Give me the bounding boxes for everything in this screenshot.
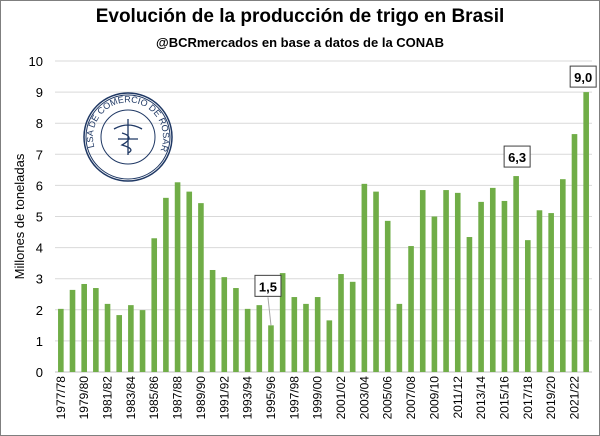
annotation-leader	[267, 297, 272, 326]
y-tick-label: 6	[36, 178, 43, 193]
bar-2017/18	[524, 240, 531, 372]
bar-1995/96	[268, 325, 274, 372]
bar-2004/05	[373, 191, 379, 372]
logo-ring	[85, 94, 171, 180]
bar-1982/83	[116, 315, 123, 372]
data-label-box	[569, 65, 597, 88]
x-tick-label: 2015/16	[497, 376, 511, 420]
x-tick-label: 1997/98	[287, 376, 301, 420]
y-axis-label: Millones de toneladas	[12, 153, 27, 279]
x-tick-label: 1987/88	[171, 376, 185, 420]
data-label-box	[254, 274, 282, 297]
bar-1979/80	[81, 283, 87, 372]
bar-1984/85	[139, 310, 146, 372]
y-tick-label: 9	[36, 85, 43, 100]
x-tick-label: 2017/18	[521, 376, 535, 420]
bar-1983/84	[128, 305, 134, 372]
y-tick-label: 2	[36, 303, 43, 318]
data-label-box	[503, 145, 531, 168]
x-tick-label: 2001/02	[334, 376, 348, 420]
bar-1978/79	[69, 289, 76, 372]
bar-2009/10	[431, 216, 438, 372]
bar-1996/97	[279, 273, 286, 372]
bar-2005/06	[384, 220, 391, 372]
chart-title: Evolución de la producción de trigo en B…	[95, 6, 505, 27]
x-tick-label: 2003/04	[357, 376, 371, 420]
chart-subtitle: @BCRmercados en base a datos de la CONAB	[156, 35, 444, 50]
bar-2001/02	[338, 274, 344, 372]
bar-2010/11	[443, 190, 449, 372]
data-label: 9,0	[574, 70, 592, 85]
bar-2000/01	[326, 320, 333, 372]
bar-2019/20	[548, 213, 554, 372]
x-tick-label: 2019/20	[544, 376, 558, 420]
x-tick-label: 2011/12	[451, 376, 465, 419]
y-tick-label: 5	[36, 210, 43, 225]
bar-2013/14	[478, 201, 484, 372]
bar-1985/86	[151, 238, 158, 372]
bar-1992/93	[233, 288, 239, 372]
bar-2018/19	[536, 210, 543, 372]
bar-2015/16	[501, 200, 508, 372]
bar-2012/13	[466, 237, 473, 372]
y-tick-label: 7	[36, 147, 43, 162]
x-tick-label: 1999/00	[311, 376, 325, 420]
y-tick-label: 10	[29, 54, 43, 69]
x-tick-label: 1993/94	[241, 376, 255, 420]
y-tick-label: 8	[36, 116, 43, 131]
x-tick-label: 2005/06	[381, 376, 395, 420]
x-tick-label: 2007/08	[404, 376, 418, 420]
bar-1998/99	[303, 303, 309, 372]
y-tick-label: 0	[36, 365, 43, 380]
bar-1993/94	[244, 308, 251, 372]
bar-1990/91	[209, 269, 216, 372]
x-tick-label: 2009/10	[427, 376, 441, 420]
data-label: 6,3	[508, 150, 526, 165]
x-tick-label: 1983/84	[124, 376, 138, 420]
bar-2003/04	[361, 183, 368, 372]
y-tick-label: 4	[36, 241, 43, 256]
x-tick-label: 2013/14	[474, 376, 488, 420]
bar-1988/89	[186, 191, 193, 372]
x-tick-label: 1995/96	[264, 376, 278, 420]
bar-1987/88	[174, 182, 181, 372]
bar-2020/21	[560, 179, 566, 372]
caduceus-icon	[113, 119, 143, 155]
bar-2007/08	[408, 246, 414, 372]
bar-1997/98	[291, 297, 298, 372]
bar-1991/92	[221, 277, 228, 372]
bar-1994/95	[256, 305, 263, 372]
x-tick-label: 2021/22	[567, 376, 581, 420]
bar-1977/78	[58, 308, 64, 372]
bar-2008/09	[419, 190, 426, 372]
x-tick-label: 1981/82	[101, 376, 115, 420]
y-tick-label: 1	[36, 334, 43, 349]
x-tick-label: 1979/80	[77, 376, 91, 420]
bar-2002/03	[349, 281, 356, 372]
logo-ring	[83, 92, 173, 182]
bar-2016/17	[513, 176, 519, 372]
bar-2022/23	[583, 92, 589, 372]
x-tick-label: 1977/78	[54, 376, 68, 420]
bar-2014/15	[489, 187, 496, 372]
logo-ring	[100, 109, 156, 165]
x-tick-label: 1991/92	[217, 376, 231, 420]
bar-2006/07	[396, 303, 403, 372]
bar-1986/87	[163, 197, 169, 372]
x-tick-label: 1989/90	[194, 376, 208, 420]
bar-1999/00	[314, 297, 321, 372]
bar-1981/82	[104, 303, 111, 372]
bar-2021/22	[571, 134, 578, 372]
bar-1980/81	[93, 288, 99, 372]
y-tick-label: 3	[36, 272, 43, 287]
x-tick-label: 1985/86	[147, 376, 161, 420]
bar-1989/90	[198, 203, 204, 372]
logo-text: BOLSA DE COMERCIO DE ROSARIO	[0, 0, 171, 153]
data-label: 1,5	[259, 279, 277, 294]
bar-2011/12	[454, 192, 461, 372]
